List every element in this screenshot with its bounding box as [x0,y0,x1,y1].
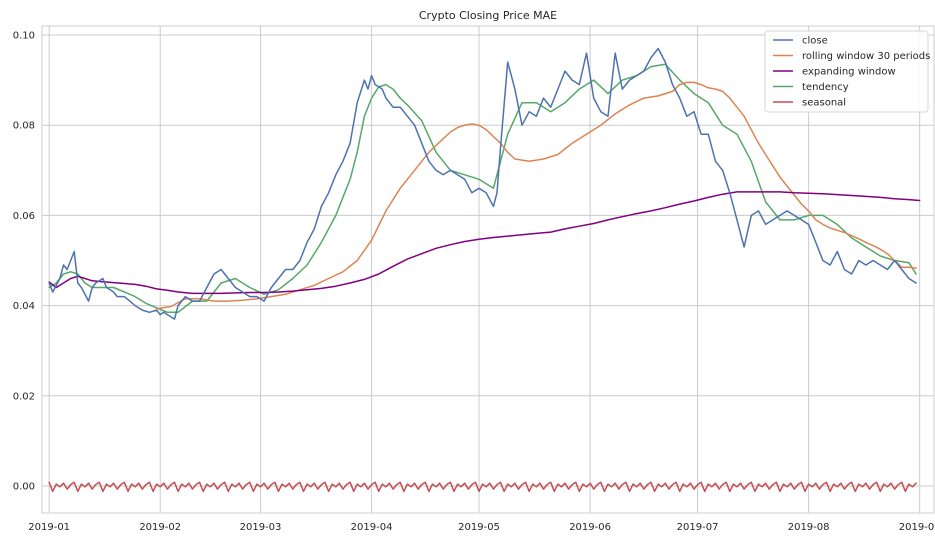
x-tick-label: 2019-08 [788,522,830,533]
series-line-seasonal [48,481,917,493]
y-tick-label: 0.08 [13,121,35,132]
legend-label: tendency [802,82,849,93]
x-tick-label: 2019-07 [677,522,719,533]
legend-label: seasonal [802,98,846,109]
x-tick-label: 2019-01 [28,522,70,533]
chart-title: Crypto Closing Price MAE [419,9,557,22]
series-line-expanding-window [48,191,921,295]
legend-label: close [802,36,828,47]
x-tick-label: 2019-06 [569,522,611,533]
plot-frame [41,25,935,514]
y-tick-label: 0.00 [13,481,35,492]
legend: close rolling window 30 periods expanding … [764,30,930,113]
x-tick-label: 2019-02 [139,522,181,533]
series-line-rolling-window-30-periods [155,81,917,310]
legend-label: expanding window [802,67,896,78]
y-tick-label: 0.04 [13,301,35,312]
y-tick-label: 0.10 [13,31,35,42]
legend-box [764,30,929,113]
legend-label: rolling window 30 periods [802,51,930,62]
series-layer [48,47,921,493]
series-line-close [48,47,917,320]
y-tick-label: 0.06 [13,211,35,222]
x-tick-label: 2019-04 [351,522,393,533]
x-tick-label: 2019-03 [240,522,282,533]
axis-labels: 2019-01 2019-02 2019-03 2019-04 2019-05 2019-… [13,31,935,533]
series-line-tendency [48,63,917,314]
x-tick-label: 2019-05 [458,522,500,533]
x-tick-label: 2019-09 [899,522,935,533]
y-tick-label: 0.02 [13,391,35,402]
